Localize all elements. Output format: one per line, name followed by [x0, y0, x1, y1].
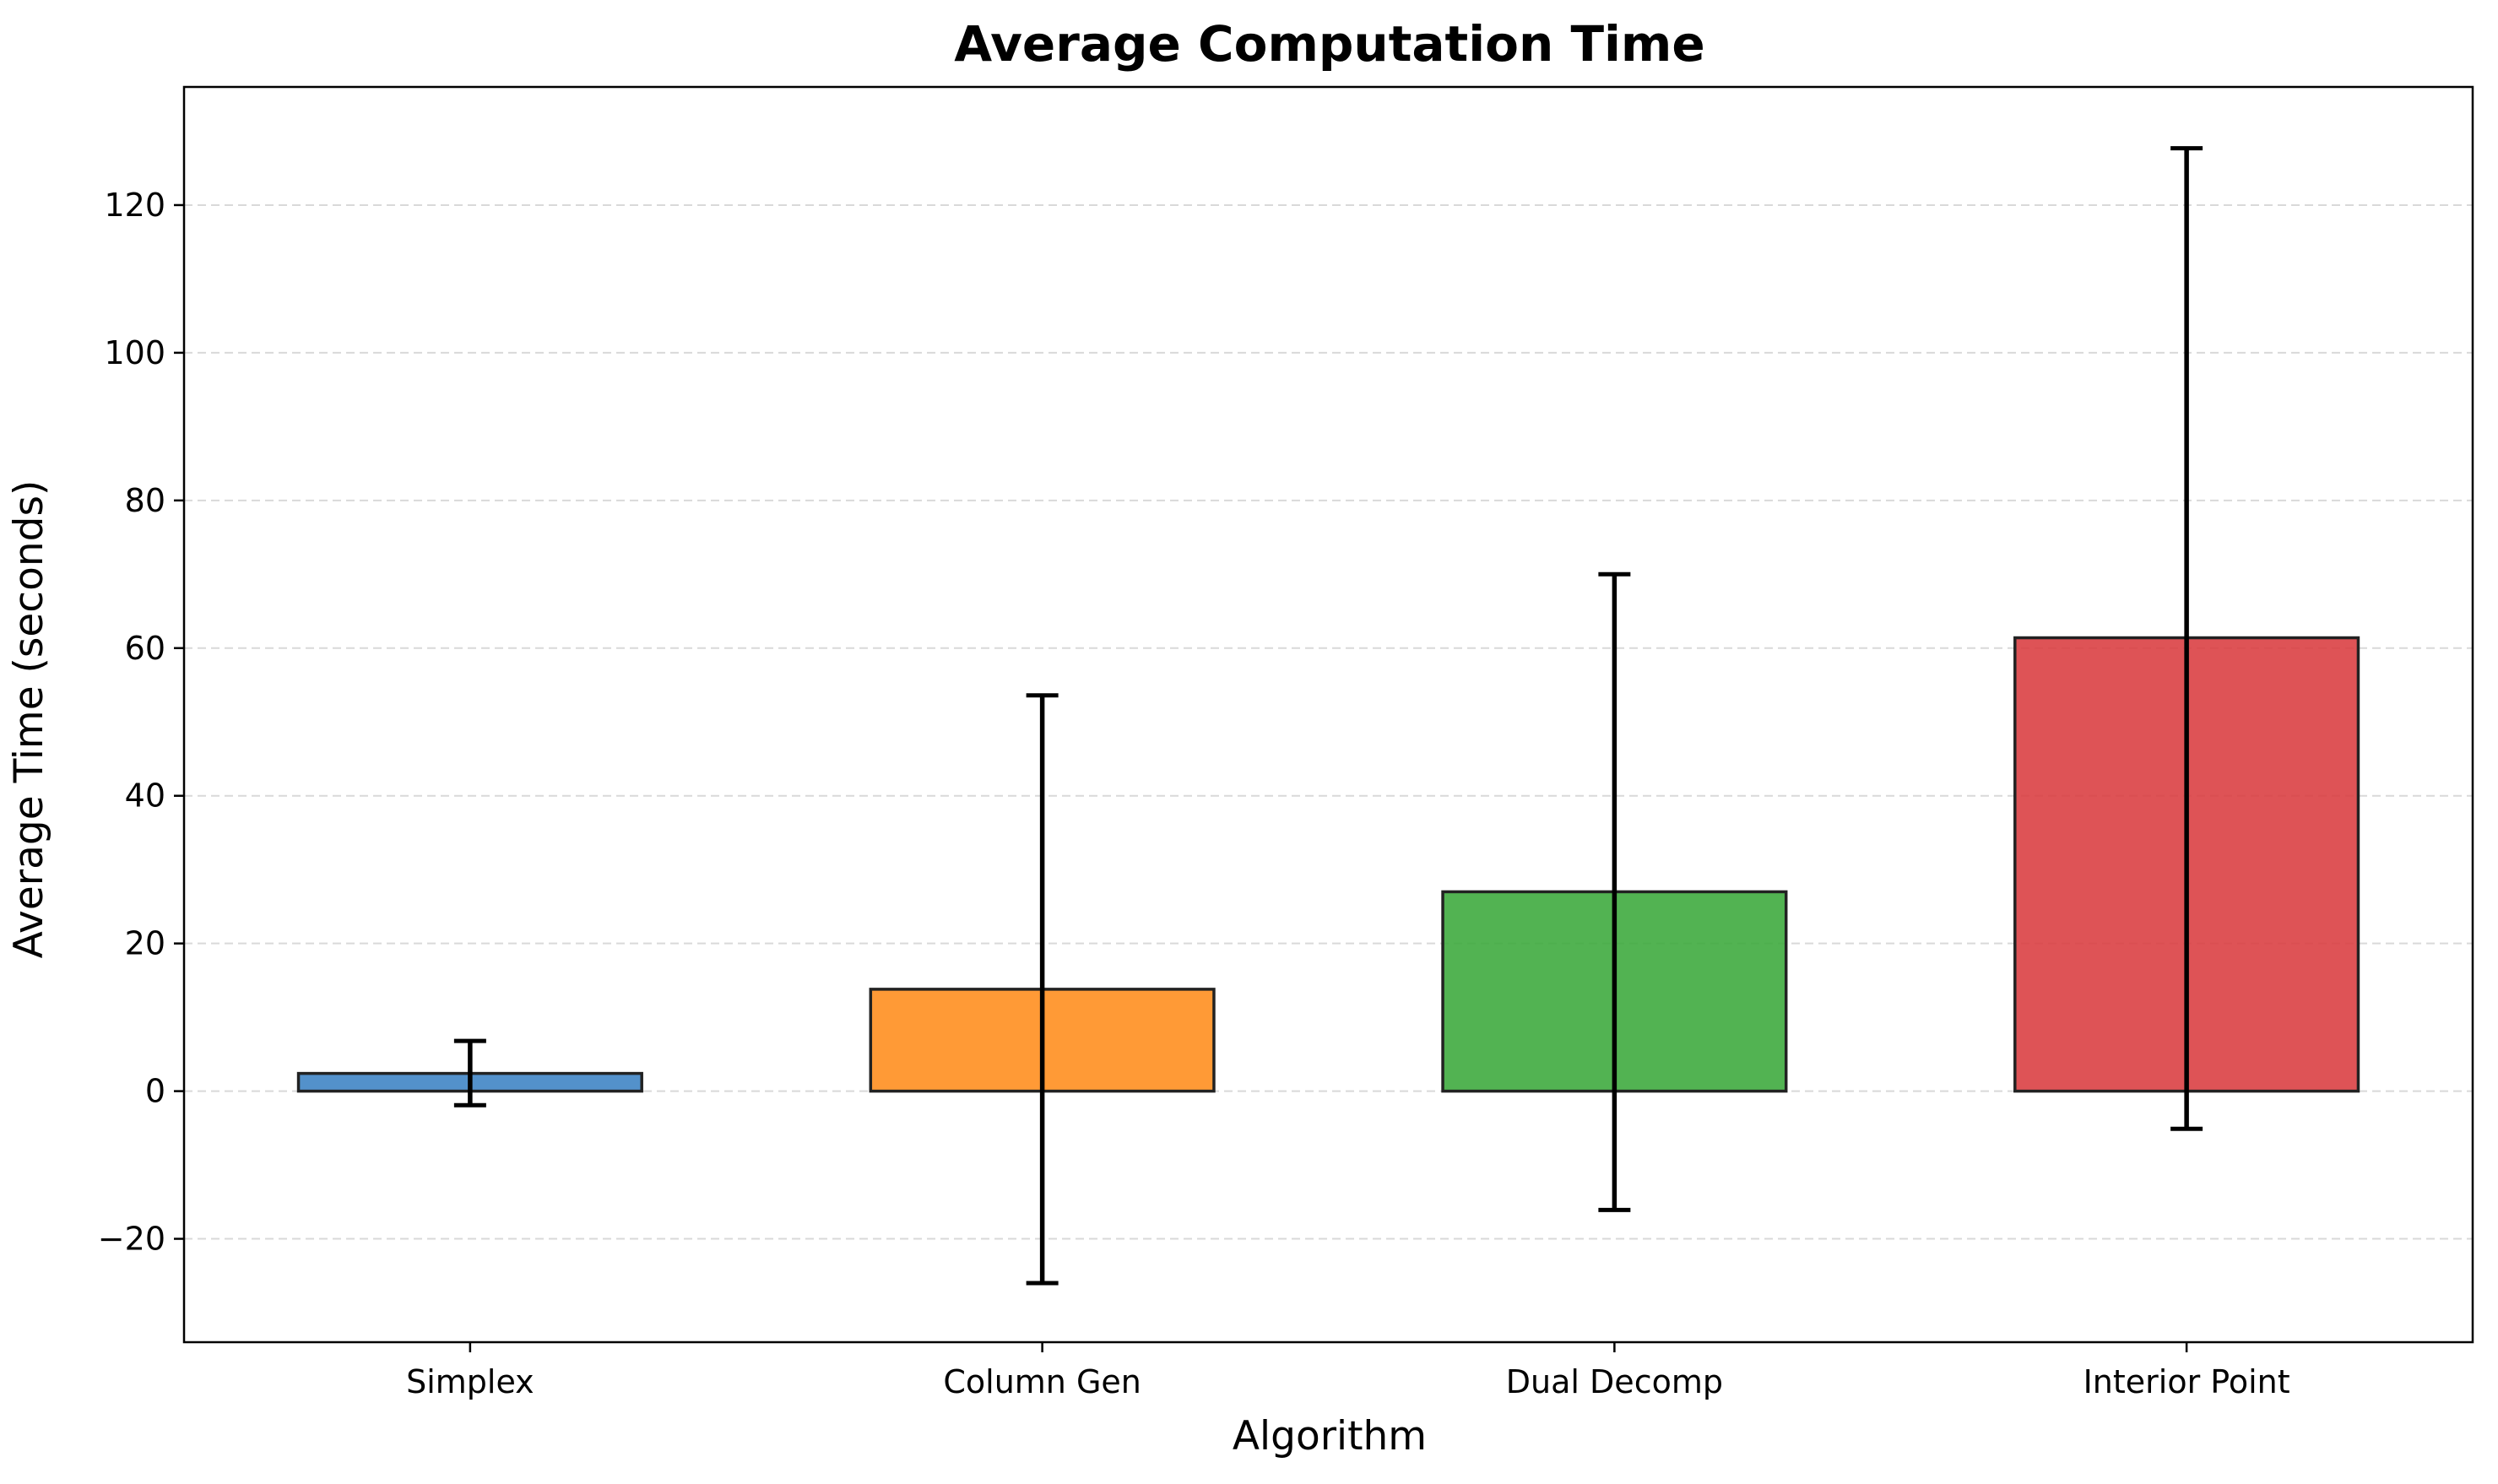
- error-bar: [453, 1038, 486, 1108]
- x-tick-label: Column Gen: [943, 1363, 1141, 1400]
- y-tick-label: 120: [104, 187, 165, 224]
- y-tick-label: 100: [104, 334, 165, 371]
- x-axis-label: Algorithm: [1233, 1413, 1427, 1460]
- x-tick-label: Simplex: [406, 1363, 534, 1400]
- y-tick-label: 0: [145, 1073, 165, 1110]
- y-tick-label: 40: [125, 777, 165, 815]
- y-tick-label: 20: [125, 925, 165, 962]
- plot-frame: [182, 85, 2474, 1344]
- x-tick-label: Interior Point: [2083, 1363, 2290, 1400]
- error-bar: [2170, 146, 2203, 1131]
- error-bars: [453, 146, 2203, 1286]
- x-axis-ticks: Simplex Column Gen Dual Decomp Interior Poi…: [406, 1342, 2290, 1400]
- y-axis-ticks: −20 0 20 40 60 80 100 120: [98, 187, 184, 1258]
- chart-title: Average Computation Time: [954, 15, 1704, 73]
- error-bar: [1598, 571, 1631, 1212]
- y-axis-label: Average Time (seconds): [6, 480, 52, 959]
- error-bar: [1026, 693, 1059, 1286]
- x-tick-label: Dual Decomp: [1506, 1363, 1723, 1400]
- y-tick-label: 80: [125, 482, 165, 519]
- y-tick-label: 60: [125, 630, 165, 667]
- y-tick-label: −20: [98, 1221, 165, 1258]
